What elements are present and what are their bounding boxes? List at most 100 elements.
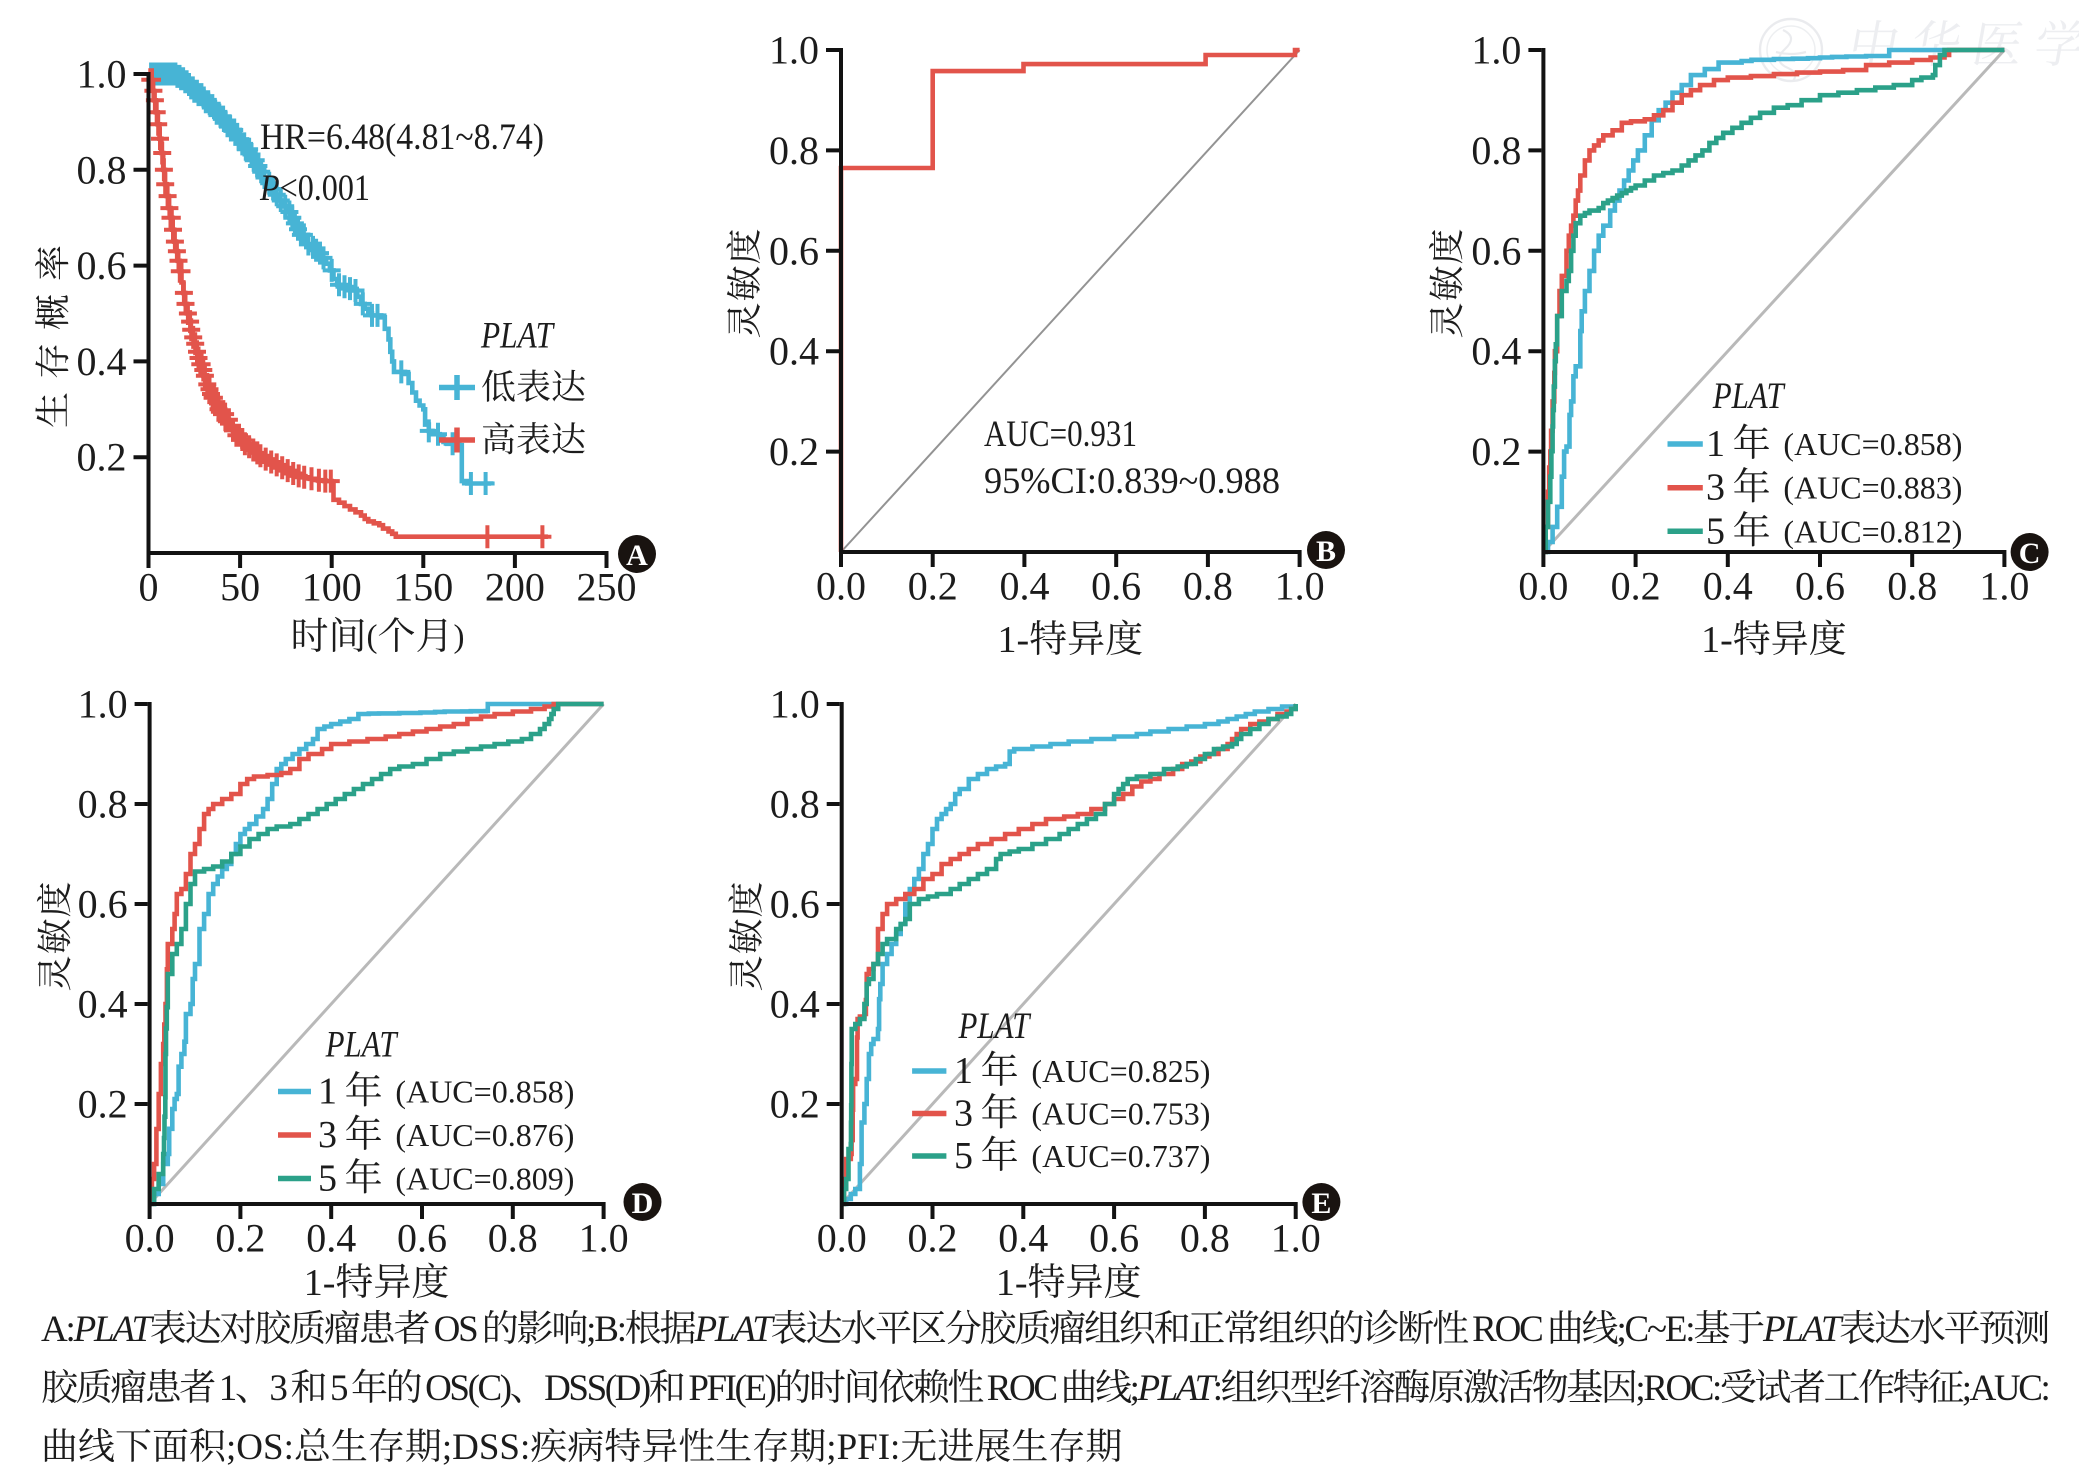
- caption-line-1: A:PLAT表达对胶质瘤患者 OS 的影响;B:根据PLAT表达水平区分胶质瘤组…: [41, 1300, 2050, 1359]
- panel-B-series-0-curve: [838, 47, 1300, 552]
- panel-C-y-tick-label-4: 1.0: [1471, 28, 1521, 73]
- panel-A-y-tick-label-4: 1.0: [77, 52, 127, 97]
- panel-D-x-tick-label-5: 1.0: [579, 1216, 629, 1261]
- panel-B-y-tick-label-1: 0.4: [769, 329, 819, 374]
- panel-C-series-0-curve: [1543, 47, 2005, 555]
- panel-E-x-axis-title: 1-特异度: [996, 1262, 1142, 1304]
- panel-D-axis-lines: [147, 702, 606, 1206]
- panel-B-x-tick-label-4: 0.8: [1183, 564, 1233, 609]
- annotation-text-segment: AUC=0.931: [984, 414, 1137, 455]
- panel-C-x-axis-title: 1-特异度: [1701, 619, 1847, 661]
- panel-D-legend-label-1: 3 年 (AUC=0.876): [318, 1114, 574, 1156]
- panel-A-legend-title: PLAT: [480, 316, 555, 357]
- panel-A-axis-lines: [146, 72, 609, 555]
- panel-E-y-tick-label-0: 0.2: [770, 1082, 820, 1127]
- panel-E-badge: E: [1302, 1183, 1341, 1221]
- panel-E-y-axis-title: 灵敏度: [727, 880, 767, 991]
- panel-E-x-tick-label-4: 0.8: [1180, 1216, 1230, 1261]
- panel-E-diagonal: [840, 702, 1297, 1206]
- panel-C-tick-labels: 0.0 0.2 0.4 0.6 0.8 1.0 0.2 0.4 0.6 0.8 1.0: [1471, 28, 2029, 609]
- panel-A-legend-label-1: 高表达: [481, 421, 586, 460]
- panel-D-series-0-curve: [149, 701, 604, 1207]
- panel-D-badge: D: [623, 1183, 662, 1221]
- panel-C-legend-label-2: 5 年 (AUC=0.812): [1706, 510, 1962, 552]
- panel-C-series-2-curve: [1543, 47, 2005, 555]
- caption-gene-symbol: PLAT: [694, 1309, 772, 1350]
- panel-A-tick-labels: 0 50 100 150 200 250 0.2 0.4 0.6 0.8 1.0: [77, 52, 637, 610]
- panel-C-badge-letter: C: [2019, 537, 2041, 570]
- panel-B-x-tick-label-0: 0.0: [816, 564, 866, 609]
- caption-gene-symbol: PLAT: [1763, 1309, 1841, 1350]
- panel-D-y-tick-label-3: 0.8: [78, 782, 128, 827]
- caption-text-segment: 曲线下面积;OS:总生存期;DSS:疾病特异性生存期;PFI:无进展生存期: [41, 1427, 1123, 1468]
- panel-B-badge-circle: [1307, 531, 1345, 569]
- panel-E-tick-labels: 0.0 0.2 0.4 0.6 0.8 1.0 0.2 0.4 0.6 0.8 1.0: [770, 682, 1321, 1261]
- panel-A-badge: A: [618, 535, 656, 573]
- panel-E-y-tick-label-1: 0.4: [770, 982, 820, 1027]
- panel-C-axes: [1528, 48, 2007, 567]
- panel-A-y-axis-title: 生存概率: [34, 232, 74, 428]
- panel-B-y-tick-label-3: 0.8: [769, 128, 819, 173]
- panel-B-y-tick-label-2: 0.6: [769, 228, 819, 273]
- panel-B-annotation-line-2: 95%CI:0.839~0.988: [984, 461, 1280, 502]
- panel-A-y-tick-label-2: 0.6: [77, 243, 127, 288]
- caption-line-3: 曲线下面积;OS:总生存期;DSS:疾病特异性生存期;PFI:无进展生存期: [41, 1418, 2048, 1477]
- panel-D-x-axis-title: 1-特异度: [304, 1262, 450, 1304]
- panel-C-x-tick-label-3: 0.6: [1795, 564, 1845, 609]
- panel-B-x-tick-label-2: 0.4: [999, 564, 1049, 609]
- panel-A-badge-letter: A: [626, 539, 648, 572]
- panel-A-y-tick-label-1: 0.4: [77, 339, 127, 384]
- panel-B-x-tick-label-1: 0.2: [908, 564, 958, 609]
- caption-gene-symbol: PLAT: [73, 1309, 152, 1350]
- caption-gene-symbol: PLAT: [1137, 1368, 1216, 1409]
- panel-E-legend-title: PLAT: [958, 1006, 1032, 1047]
- panel-D-axes: [134, 702, 606, 1219]
- caption-text-segment: 表达水平区分胶质瘤组织和正常组织的诊断性 ROC 曲线;C~E:基于: [770, 1309, 1766, 1350]
- panel-D-x-tick-label-1: 0.2: [215, 1216, 265, 1261]
- panel-D-legend-label-2: 5 年 (AUC=0.809): [318, 1158, 574, 1200]
- panel-C-diagonal: [1542, 48, 2006, 554]
- panel-D-legend: PLAT 1 年 (AUC=0.858)3 年 (AUC=0.876)5 年 (A…: [278, 1025, 574, 1200]
- panel-C-x-tick-label-1: 0.2: [1611, 564, 1661, 609]
- annotation-text-segment: HR=6.48(4.81~8.74): [260, 117, 544, 158]
- watermark-emblem-outer-ring: [1758, 17, 1824, 83]
- panel-D-x-tick-label-4: 0.8: [488, 1216, 538, 1261]
- panel-A-annotation-line-2: P<0.001: [259, 168, 370, 209]
- panel-E-x-tick-label-2: 0.4: [998, 1216, 1048, 1261]
- panel-D-legend-label-0: 1 年 (AUC=0.858): [318, 1071, 574, 1113]
- panel-B-x-axis-title: 1-特异度: [997, 619, 1143, 661]
- panel-D-x-tick-label-0: 0.0: [125, 1216, 175, 1261]
- panel-D-y-tick-label-1: 0.4: [78, 982, 128, 1027]
- panel-E-tick-marks: [826, 702, 1298, 1219]
- panel-D-tick-marks: [134, 702, 606, 1219]
- panel-B-axis-lines: [839, 48, 1302, 554]
- panel-E-x-tick-label-3: 0.6: [1089, 1216, 1139, 1261]
- panel-C-legend: PLAT 1 年 (AUC=0.858)3 年 (AUC=0.883)5 年 (A…: [1667, 376, 1962, 552]
- panel-A-tick-marks: [133, 72, 609, 568]
- panel-E-y-tick-label-3: 0.8: [770, 782, 820, 827]
- annotation-text-segment: 95%CI:0.839~0.988: [984, 461, 1280, 502]
- panel-A-legend-label-0: 低表达: [481, 368, 586, 407]
- panel-C-x-tick-label-5: 1.0: [1979, 564, 2029, 609]
- panel-D-badge-letter: D: [632, 1187, 654, 1220]
- annotation-italic-segment: P: [259, 168, 279, 209]
- caption-text-segment: 表达水平预测: [1839, 1309, 2050, 1350]
- panel-D-diagonal: [148, 702, 605, 1206]
- panel-E-legend-label-0: 1 年 (AUC=0.825): [954, 1050, 1210, 1092]
- watermark-emblem-inner-ring: [1766, 25, 1816, 75]
- panel-D-y-axis-title: 灵敏度: [36, 880, 76, 991]
- panel-D: [148, 701, 605, 1207]
- panel-D-tick-labels: 0.0 0.2 0.4 0.6 0.8 1.0 0.2 0.4 0.6 0.8 1.0: [78, 682, 629, 1261]
- panel-B-axes: [826, 48, 1302, 567]
- panel-B-tick-labels: 0.0 0.2 0.4 0.6 0.8 1.0 0.2 0.4 0.6 0.8 1.0: [769, 28, 1325, 609]
- panel-A-axes: [133, 72, 609, 568]
- panel-C-x-tick-label-2: 0.4: [1703, 564, 1753, 609]
- panel-C-tick-marks: [1528, 48, 2007, 567]
- panel-E-series-1-curve: [841, 704, 1298, 1207]
- panel-D-y-tick-label-2: 0.6: [78, 882, 128, 927]
- panel-D-y-tick-label-0: 0.2: [78, 1082, 128, 1127]
- caption-text-segment: A:: [41, 1309, 76, 1350]
